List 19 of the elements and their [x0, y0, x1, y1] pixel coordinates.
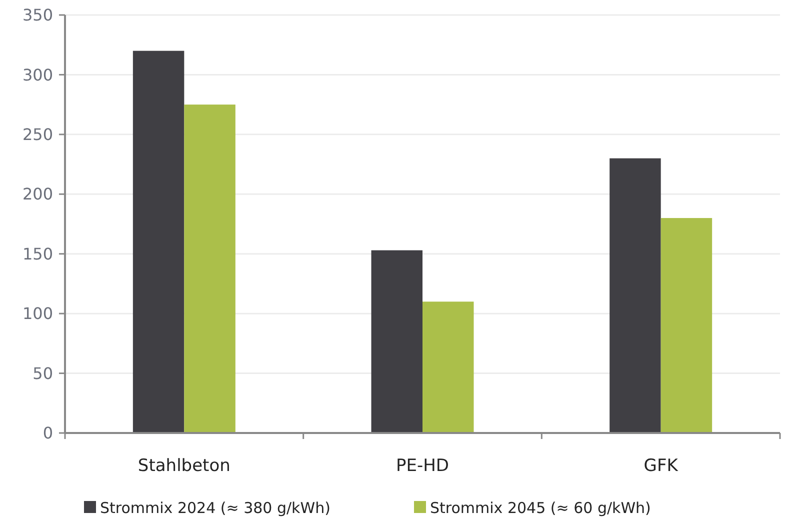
bar [184, 104, 236, 433]
y-tick-label: 0 [42, 424, 53, 443]
y-tick-label: 350 [22, 6, 53, 25]
legend-label: Strommix 2045 (≈ 60 g/kWh) [430, 499, 651, 517]
legend-label: Strommix 2024 (≈ 380 g/kWh) [100, 499, 330, 517]
y-tick-label: 300 [22, 65, 53, 84]
x-tick-label: Stahlbeton [138, 456, 230, 476]
y-tick-label: 100 [22, 304, 53, 324]
x-tick-label: GFK [644, 456, 679, 476]
x-tick-label: PE-HD [396, 456, 450, 476]
y-tick-label: 50 [32, 364, 53, 383]
bar [610, 158, 661, 433]
bar [132, 50, 184, 433]
bar [371, 250, 422, 433]
bar [422, 302, 474, 433]
y-tick-label: 150 [22, 244, 53, 264]
bar [660, 218, 712, 433]
y-tick-label: 200 [22, 184, 53, 204]
y-tick-label: 250 [22, 125, 53, 144]
